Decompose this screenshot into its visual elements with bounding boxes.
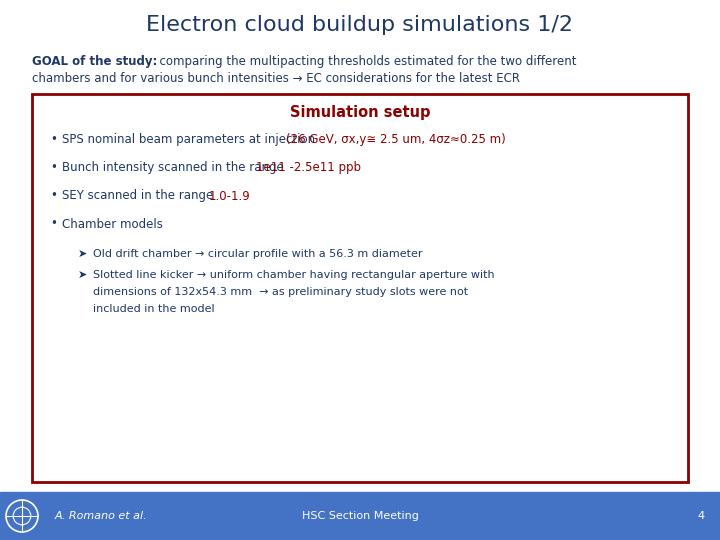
Text: GOAL of the study:: GOAL of the study:	[32, 56, 158, 69]
Text: (26 GeV, σx,y≅ 2.5 um, 4σz≈0.25 m): (26 GeV, σx,y≅ 2.5 um, 4σz≈0.25 m)	[286, 133, 505, 146]
Text: Electron cloud buildup simulations 1/2: Electron cloud buildup simulations 1/2	[146, 15, 574, 35]
Text: Chamber models: Chamber models	[62, 218, 163, 231]
Text: comparing the multipacting thresholds estimated for the two different: comparing the multipacting thresholds es…	[152, 56, 577, 69]
FancyBboxPatch shape	[32, 94, 688, 482]
Text: Old drift chamber → circular profile with a 56.3 m diameter: Old drift chamber → circular profile wit…	[93, 249, 423, 259]
Text: 1e11 -2.5e11 ppb: 1e11 -2.5e11 ppb	[256, 161, 361, 174]
Text: SPS nominal beam parameters at injection: SPS nominal beam parameters at injection	[62, 133, 319, 146]
Text: Bunch intensity scanned in the range: Bunch intensity scanned in the range	[62, 161, 287, 174]
Text: •: •	[50, 133, 57, 146]
Text: Simulation setup: Simulation setup	[289, 105, 431, 119]
Text: SEY scanned in the range: SEY scanned in the range	[62, 190, 217, 202]
Bar	[0, 492, 720, 540]
Text: 1.0-1.9: 1.0-1.9	[209, 190, 251, 202]
Text: dimensions of 132x54.3 mm  → as preliminary study slots were not: dimensions of 132x54.3 mm → as prelimina…	[93, 287, 468, 297]
Text: •: •	[50, 190, 57, 202]
Text: 4: 4	[698, 511, 705, 521]
Text: Slotted line kicker → uniform chamber having rectangular aperture with: Slotted line kicker → uniform chamber ha…	[93, 270, 495, 280]
Text: HSC Section Meeting: HSC Section Meeting	[302, 511, 418, 521]
Text: •: •	[50, 161, 57, 174]
Text: ➤: ➤	[78, 249, 87, 259]
Text: A. Romano et al.: A. Romano et al.	[55, 511, 148, 521]
Text: included in the model: included in the model	[93, 304, 215, 314]
Text: chambers and for various bunch intensities → EC considerations for the latest EC: chambers and for various bunch intensiti…	[32, 72, 520, 85]
Text: •: •	[50, 218, 57, 231]
Text: ➤: ➤	[78, 270, 87, 280]
